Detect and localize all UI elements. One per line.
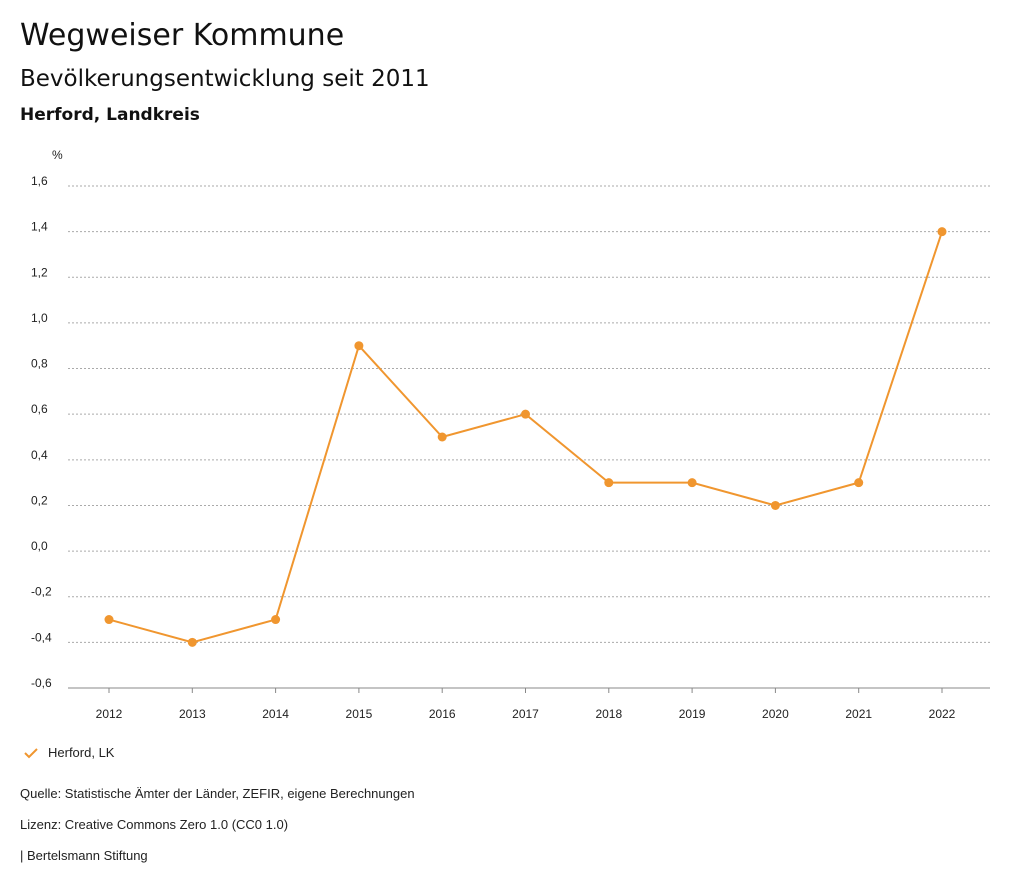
- x-tick-label: 2013: [179, 707, 206, 721]
- data-point: [354, 341, 364, 351]
- x-tick-label: 2019: [679, 707, 706, 721]
- y-tick-label: 1,6: [31, 174, 48, 188]
- x-tick-label: 2017: [512, 707, 539, 721]
- y-tick-label: 0,2: [31, 493, 48, 507]
- data-point: [854, 478, 864, 488]
- legend-label: Herford, LK: [48, 745, 115, 760]
- region-label: Herford, Landkreis: [20, 105, 200, 125]
- y-axis-unit: %: [52, 148, 63, 162]
- data-point: [104, 615, 114, 625]
- x-tick-label: 2018: [595, 707, 622, 721]
- data-point: [271, 615, 281, 625]
- data-point: [437, 432, 447, 442]
- x-tick-label: 2021: [845, 707, 872, 721]
- y-tick-label: 0,6: [31, 402, 48, 416]
- data-point: [187, 637, 197, 647]
- data-point: [604, 478, 614, 488]
- data-point: [521, 409, 530, 419]
- license-note: Lizenz: Creative Commons Zero 1.0 (CC0 1…: [20, 817, 289, 832]
- check-icon: [24, 747, 38, 758]
- y-tick-label: -0,6: [31, 676, 52, 690]
- data-point: [937, 227, 947, 237]
- y-tick-label: 0,0: [31, 539, 48, 553]
- y-tick-label: -0,2: [31, 585, 52, 599]
- x-tick-label: 2012: [96, 707, 123, 721]
- page-title: Wegweiser Kommune: [20, 18, 345, 53]
- y-tick-label: 1,2: [31, 265, 48, 279]
- x-tick-label: 2015: [346, 707, 373, 721]
- publisher-note: | Bertelsmann Stiftung: [20, 848, 148, 863]
- line-chart: % 1,6 1,4 1,2 1,0 0,8 0,6 0,4 0,2 0,0 -0,2 -0,4 -0,…: [31, 148, 990, 721]
- y-tick-label: 0,8: [31, 357, 48, 371]
- x-tick-label: 2016: [429, 707, 456, 721]
- chart-subtitle: Bevölkerungsentwicklung seit 2011: [20, 66, 430, 92]
- y-tick-label: 0,4: [31, 448, 48, 462]
- x-tick-label: 2014: [262, 707, 289, 721]
- series-line: [108, 231, 943, 644]
- y-tick-label: -0,4: [31, 630, 52, 644]
- y-tick-label: 1,4: [31, 220, 48, 234]
- x-tick-label: 2020: [762, 707, 789, 721]
- x-tick-label: 2022: [929, 707, 956, 721]
- data-point: [770, 500, 780, 510]
- legend-item[interactable]: Herford, LK: [24, 745, 114, 760]
- y-tick-label: 1,0: [31, 311, 48, 325]
- source-note: Quelle: Statistische Ämter der Länder, Z…: [20, 786, 415, 801]
- data-point: [687, 478, 697, 488]
